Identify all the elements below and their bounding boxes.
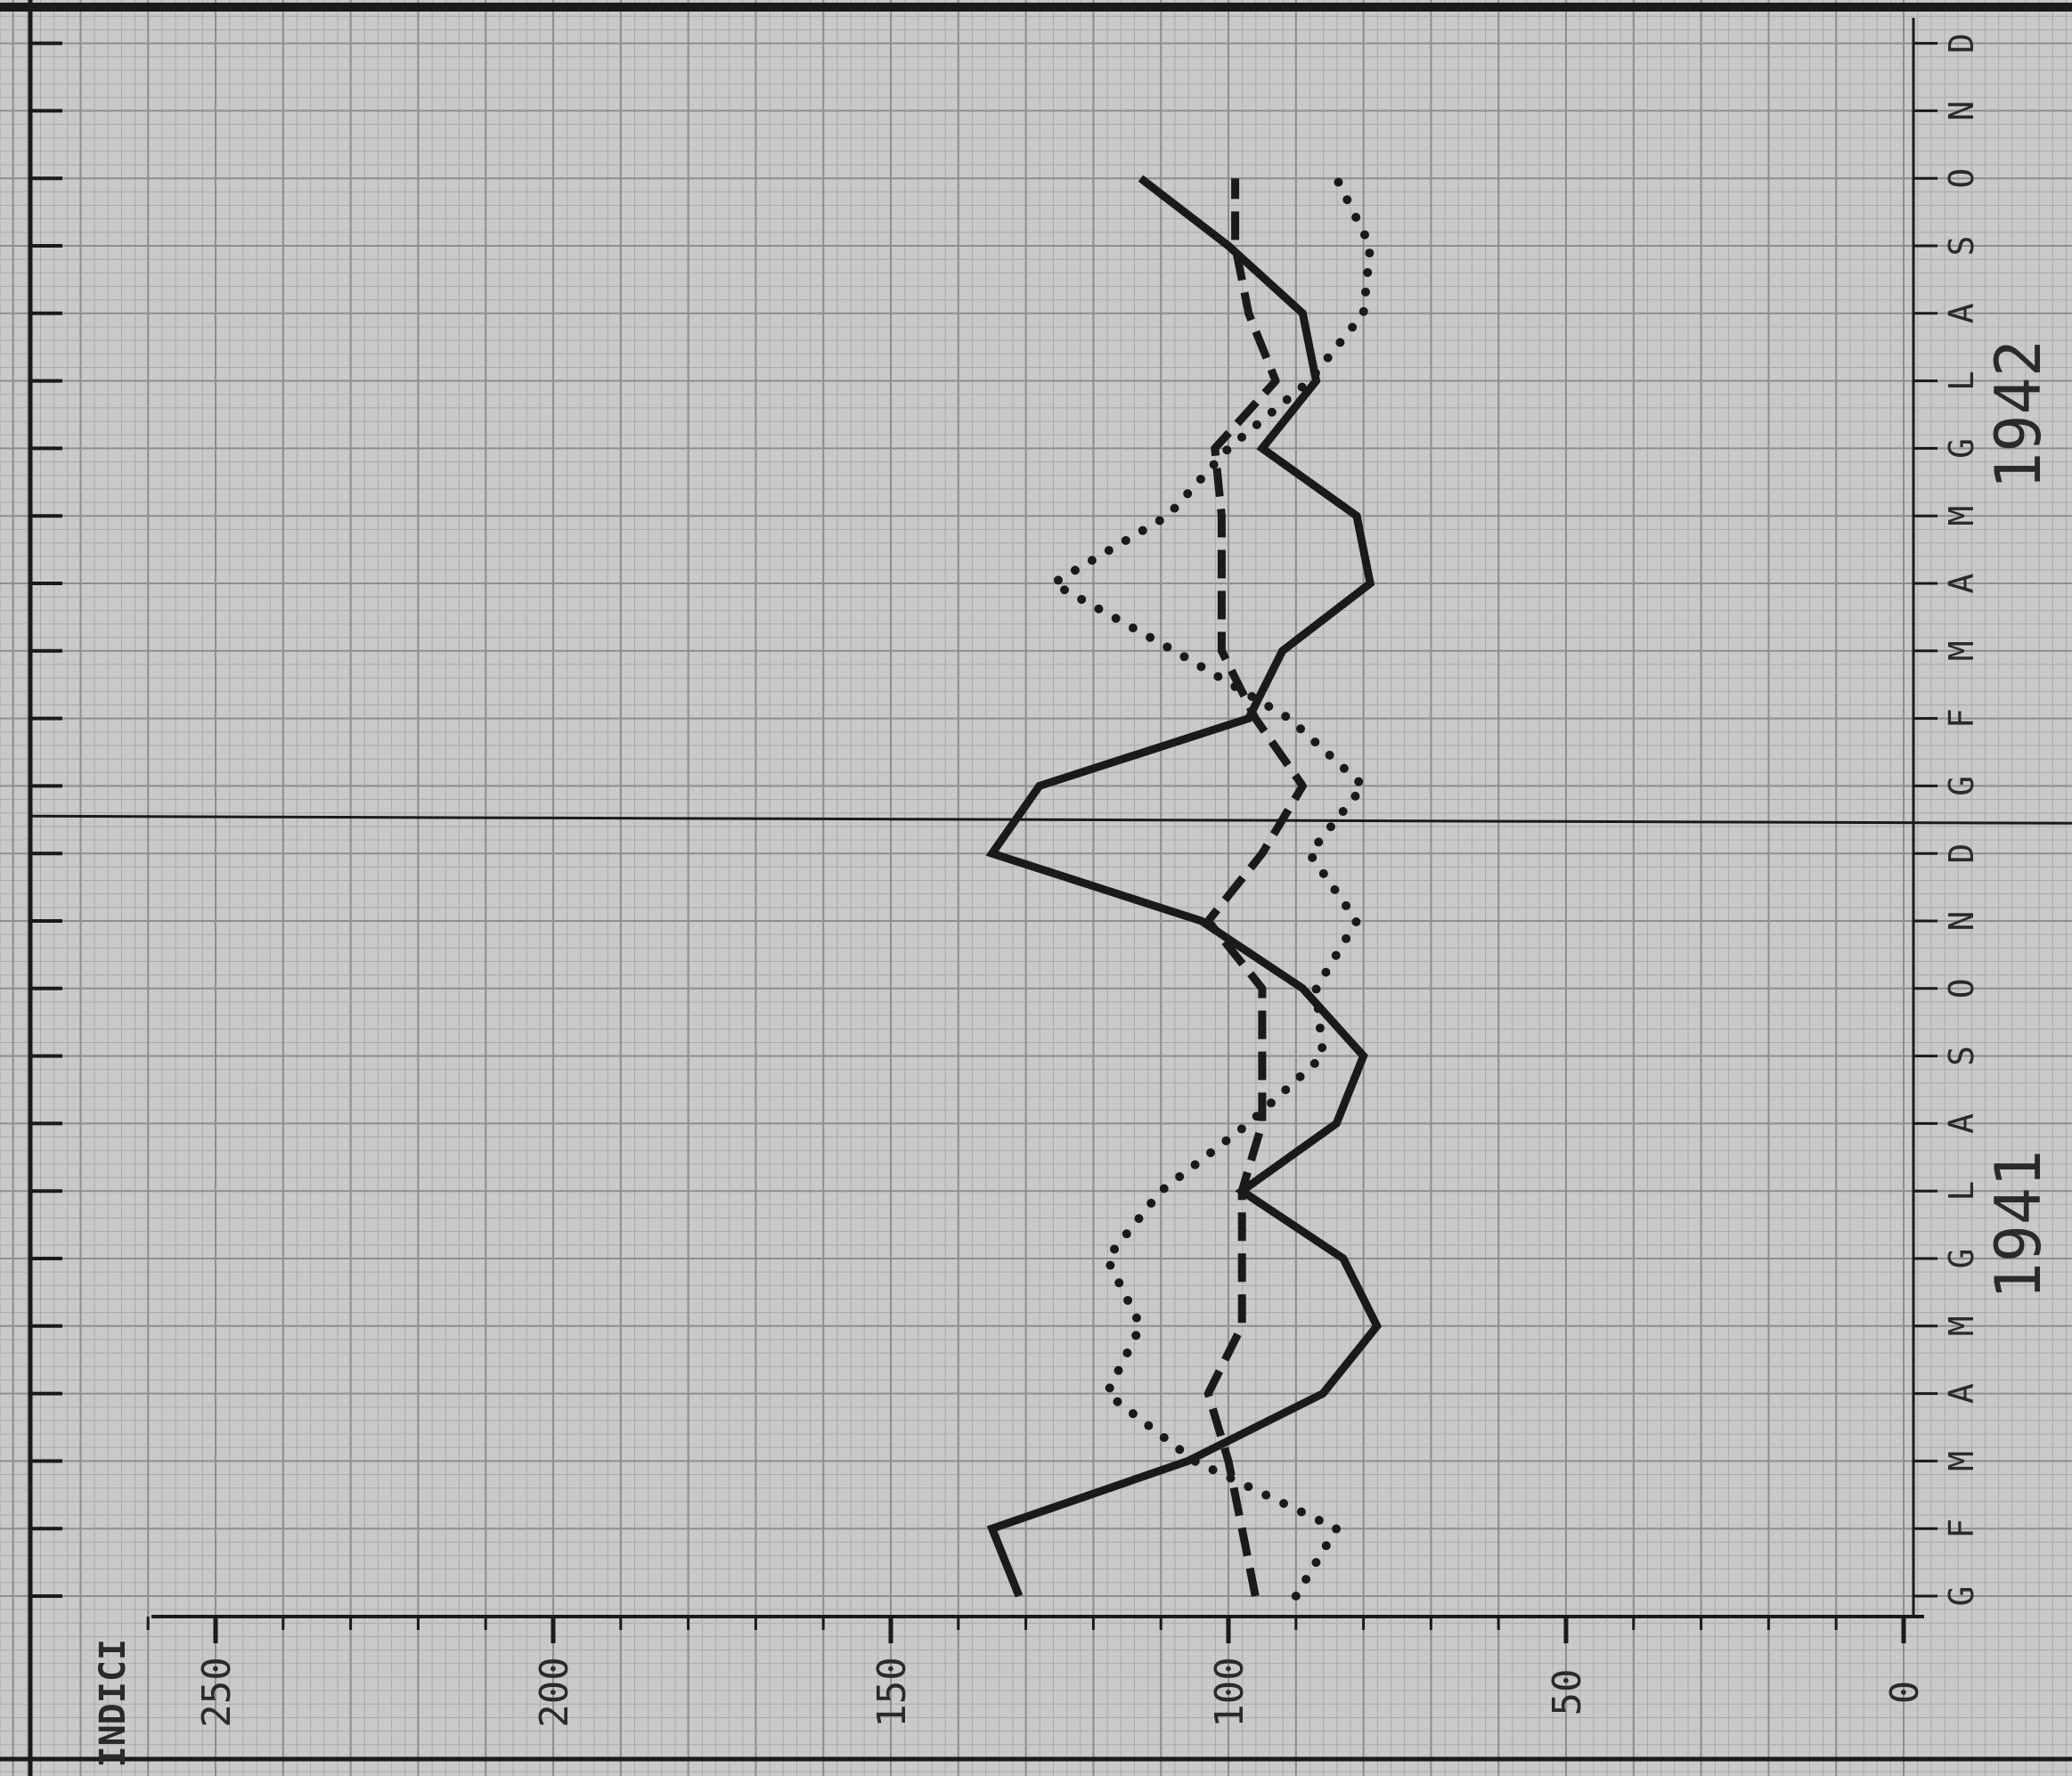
value-tick-label: 100 — [1207, 1657, 1252, 1727]
month-label: F — [1942, 708, 1981, 729]
month-label: M — [1942, 640, 1981, 661]
month-label: G — [1942, 438, 1981, 459]
value-tick-label: 150 — [869, 1657, 915, 1727]
month-label: A — [1942, 1113, 1981, 1134]
month-label: N — [1942, 101, 1981, 121]
axis-title: INDICI — [93, 1639, 134, 1768]
month-label: G — [1942, 776, 1981, 796]
series-line-dashed — [1203, 178, 1307, 1597]
month-label: N — [1942, 911, 1981, 932]
month-label: A — [1942, 573, 1981, 593]
value-tick-label: 250 — [194, 1657, 240, 1727]
month-label: M — [1942, 1451, 1981, 1471]
month-label: A — [1942, 1383, 1981, 1404]
month-label: G — [1942, 1249, 1981, 1269]
month-label: D — [1942, 33, 1981, 53]
series-line-solid — [985, 175, 1383, 1598]
month-label: F — [1942, 1519, 1981, 1539]
year-separator — [29, 814, 2072, 825]
month-label: O — [1942, 168, 1981, 189]
value-tick-label: 0 — [1882, 1681, 1928, 1705]
month-label: A — [1942, 303, 1981, 323]
series-line-dotted — [1048, 174, 1375, 1601]
month-label: G — [1942, 1586, 1981, 1607]
month-label: L — [1942, 371, 1981, 391]
month-label: S — [1942, 236, 1981, 257]
value-tick-label: 200 — [532, 1657, 577, 1727]
month-label: M — [1942, 506, 1981, 526]
value-tick-label: 50 — [1545, 1669, 1590, 1716]
year-label: 1941 — [1982, 1150, 2055, 1300]
month-label: M — [1942, 1316, 1981, 1336]
month-label: D — [1942, 843, 1981, 864]
month-label: S — [1942, 1046, 1981, 1066]
year-label: 1942 — [1982, 339, 2055, 490]
month-label: O — [1942, 978, 1981, 998]
month-label: L — [1942, 1181, 1981, 1202]
